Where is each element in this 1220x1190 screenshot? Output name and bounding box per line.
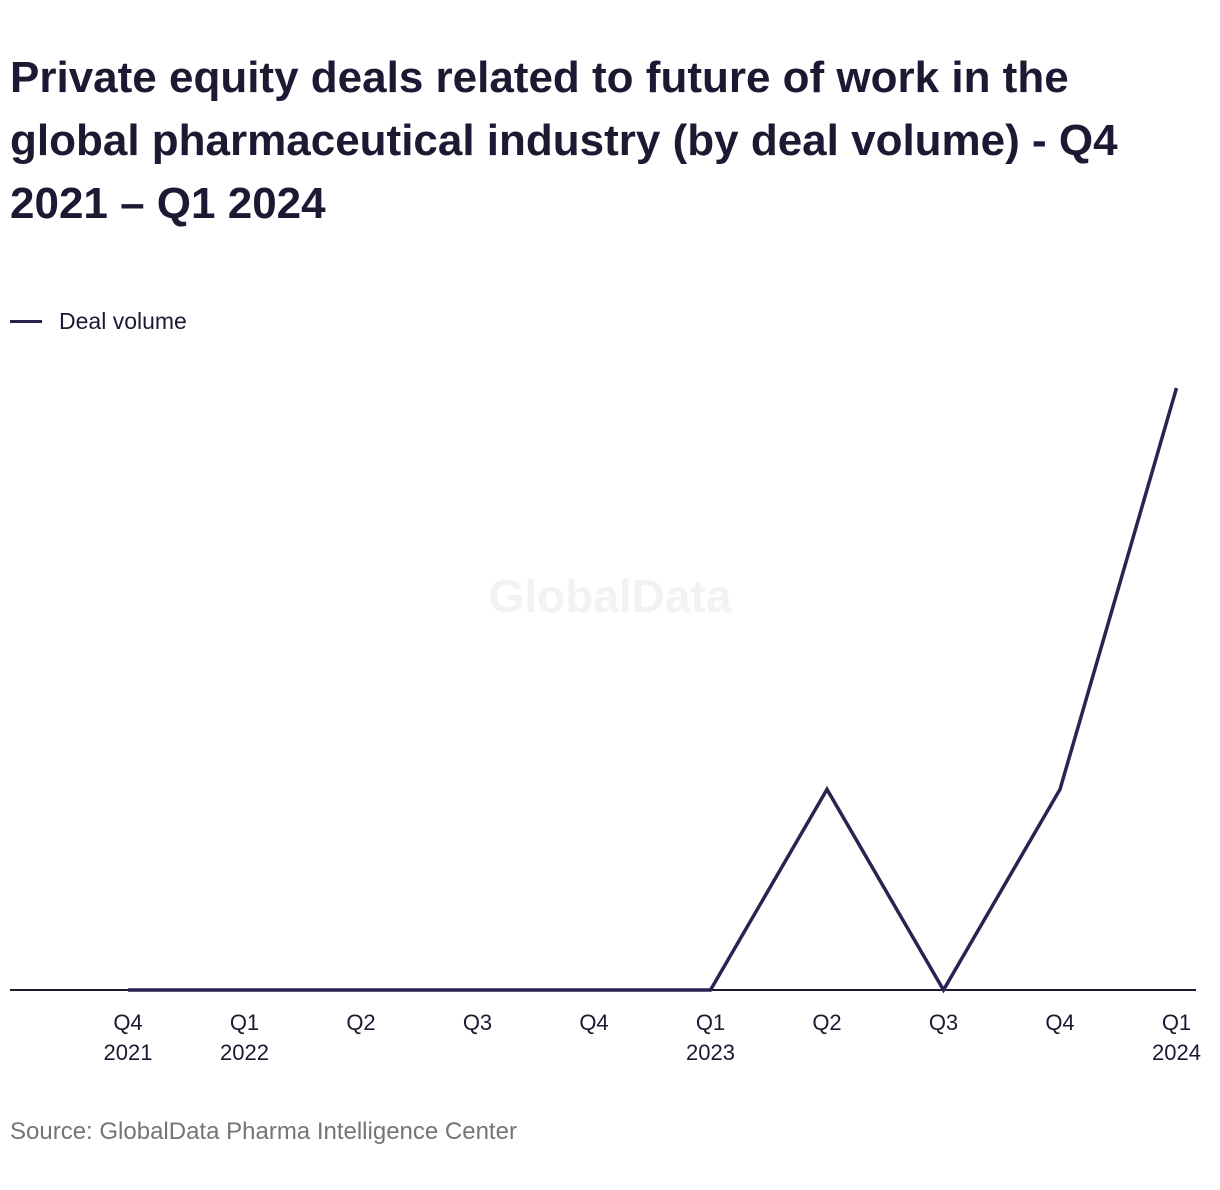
legend-label-deal-volume: Deal volume — [59, 307, 187, 334]
data-point[interactable] — [938, 984, 950, 996]
x-tick-label: Q1 2024 — [1152, 1010, 1201, 1065]
x-tick-label: Q2 — [346, 1010, 375, 1035]
series-layer — [122, 382, 1183, 996]
x-tick-label: Q1 2023 — [686, 1010, 735, 1065]
data-point[interactable] — [239, 984, 251, 996]
data-point[interactable] — [472, 984, 484, 996]
x-tick-label: Q3 — [463, 1010, 492, 1035]
legend-swatch-deal-volume — [10, 319, 42, 323]
data-point[interactable] — [588, 984, 600, 996]
x-tick-labels: Q4 2021 Q1 2022 Q2 Q3 Q4 Q1 2023 Q2 Q3 Q4 Q1 2024 — [104, 1010, 1201, 1065]
x-tick-label: Q4 — [579, 1010, 608, 1035]
x-tick-label: Q2 — [812, 1010, 841, 1035]
chart-title: Private equity deals related to future o… — [10, 53, 1118, 228]
x-tick-label: Q3 — [929, 1010, 958, 1035]
x-tick-label: Q1 2022 — [220, 1010, 269, 1065]
legend: Deal volume — [10, 306, 187, 336]
series-line-deal-volume — [128, 387, 1179, 994]
data-point[interactable] — [355, 984, 367, 996]
data-point[interactable] — [705, 984, 717, 996]
x-tick-label: Q4 2021 — [104, 1010, 153, 1065]
data-point[interactable] — [1054, 783, 1066, 795]
data-point[interactable] — [821, 783, 833, 795]
source-note: Source: GlobalData Pharma Intelligence C… — [10, 1118, 517, 1145]
watermark: GlobalData — [489, 570, 732, 622]
data-point[interactable] — [122, 984, 134, 996]
x-tick-label: Q4 — [1045, 1010, 1074, 1035]
data-point[interactable] — [1171, 382, 1183, 394]
